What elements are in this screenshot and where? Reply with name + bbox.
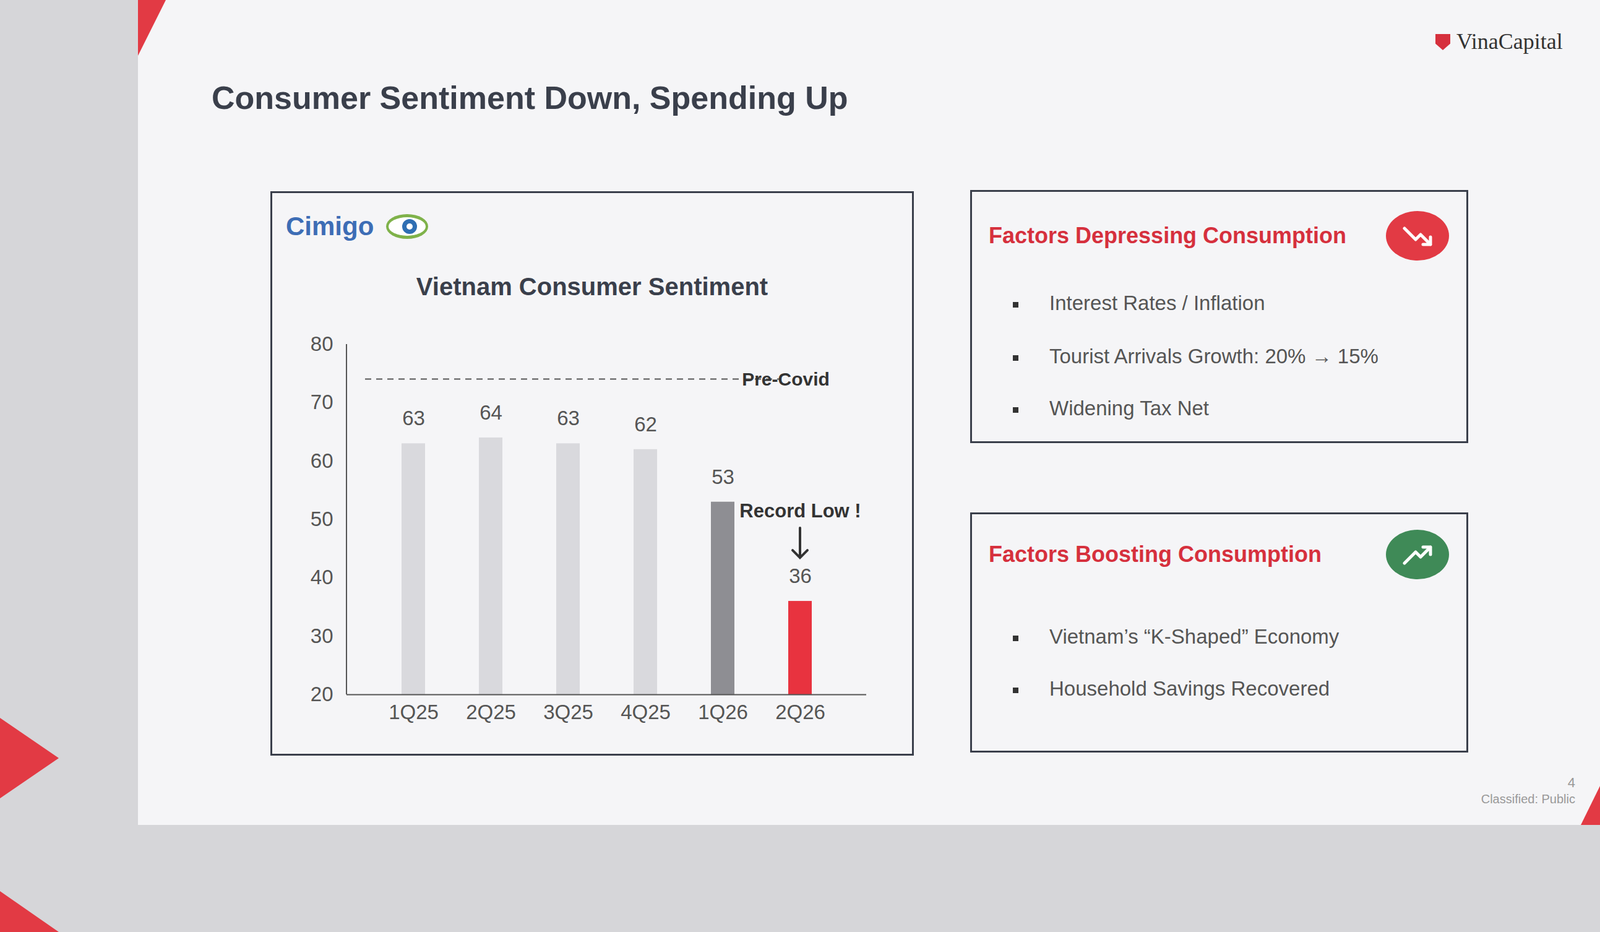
html-text:Widening Tax Net: Widening Tax Net — [1049, 396, 1209, 420]
svg-text:50: 50 — [310, 507, 334, 531]
svg-text:60: 60 — [310, 449, 334, 473]
svg-text:Pre-Covid: Pre-Covid — [741, 368, 830, 390]
svg-text:30: 30 — [310, 624, 334, 648]
svg-text:36: 36 — [788, 564, 812, 588]
svg-text:62: 62 — [634, 412, 658, 436]
html-text:Vietnam’s “K-Shaped” Economy: Vietnam’s “K-Shaped” Economy — [1049, 624, 1340, 648]
html-text:Factors Boosting Consumption: Factors Boosting Consumption — [988, 541, 1322, 567]
svg-text:1Q26: 1Q26 — [697, 700, 749, 724]
svg-text:64: 64 — [479, 400, 503, 424]
svg-text:63: 63 — [556, 406, 580, 430]
svg-text:40: 40 — [310, 565, 334, 589]
svg-text:2Q26: 2Q26 — [775, 700, 826, 724]
html-text:4: 4 — [1567, 774, 1576, 791]
svg-text:63: 63 — [402, 406, 426, 430]
svg-text:3Q25: 3Q25 — [543, 700, 594, 724]
html-text:Tourist Arrivals Growth: 20% →: Tourist Arrivals Growth: 20% → 15% — [1049, 344, 1379, 368]
html-text:Cimigo: Cimigo — [285, 211, 374, 241]
html-text:Household Savings Recovered: Household Savings Recovered — [1049, 676, 1330, 700]
svg-text:53: 53 — [711, 465, 735, 489]
svg-text:1Q25: 1Q25 — [388, 700, 439, 724]
svg-text:80: 80 — [310, 332, 334, 356]
html-text:Classified: Public: Classified: Public — [1481, 791, 1576, 806]
svg-text:Record Low !: Record Low ! — [739, 499, 861, 522]
svg-text:4Q25: 4Q25 — [620, 700, 671, 724]
html-text:Consumer Sentiment Down, Spend: Consumer Sentiment Down, Spending Up — [211, 79, 848, 116]
html-text:Interest Rates / Inflation: Interest Rates / Inflation — [1049, 291, 1265, 315]
svg-text:20: 20 — [310, 682, 334, 706]
html-text:Factors Depressing Consumption: Factors Depressing Consumption — [988, 222, 1347, 249]
svg-text:70: 70 — [310, 390, 334, 414]
html-text:VinaCapital: VinaCapital — [1456, 29, 1563, 54]
html-text:Vietnam Consumer Sentiment: Vietnam Consumer Sentiment — [416, 272, 768, 300]
svg-text:2Q25: 2Q25 — [465, 700, 517, 724]
